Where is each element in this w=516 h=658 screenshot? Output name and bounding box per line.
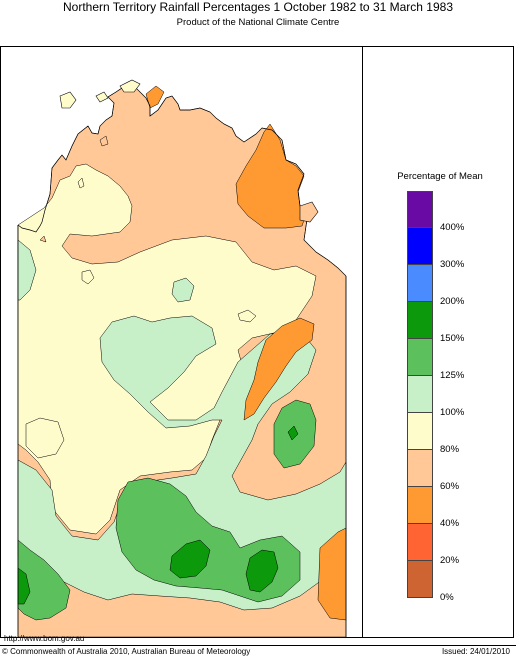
legend-swatch — [407, 228, 433, 265]
island-north — [59, 79, 141, 109]
legend-label: 60% — [440, 481, 460, 492]
legend-swatch — [407, 191, 433, 228]
legend-label: 80% — [440, 444, 460, 455]
footer-copyright: © Commonwealth of Australia 2010, Austra… — [2, 647, 251, 656]
legend-title: Percentage of Mean — [397, 171, 483, 182]
map-frame — [0, 46, 514, 638]
legend-swatch — [407, 450, 433, 487]
legend-label: 20% — [440, 555, 460, 566]
legend-swatch — [407, 561, 433, 598]
legend-label: 200% — [440, 296, 465, 307]
legend-swatch — [407, 302, 433, 339]
map-title: Northern Territory Rainfall Percentages … — [63, 0, 453, 14]
map-subtitle: Product of the National Climate Centre — [176, 17, 340, 28]
legend-label: 400% — [440, 222, 465, 233]
legend-swatch — [407, 413, 433, 450]
panel-divider — [362, 46, 363, 638]
legend-swatch — [407, 524, 433, 561]
footer-issued: Issued: 24/01/2010 — [441, 647, 510, 656]
legend-label: 40% — [440, 518, 460, 529]
legend-label: 150% — [440, 333, 465, 344]
land-below-60-region — [145, 85, 347, 621]
legend-label: 300% — [440, 259, 465, 270]
legend-label: 0% — [440, 592, 454, 603]
coastline — [17, 85, 347, 277]
land-125-150-region — [17, 399, 317, 621]
legend-swatch — [407, 487, 433, 524]
land-80-100-holes — [25, 269, 257, 459]
land-80-100-island — [77, 177, 85, 189]
legend-label: 100% — [440, 407, 465, 418]
land-60-80-island — [39, 135, 109, 243]
legend-label: 125% — [440, 370, 465, 381]
land-150-200-region — [17, 425, 299, 605]
legend-swatch — [407, 376, 433, 413]
rainfall-map — [17, 79, 347, 637]
legend-swatch — [407, 265, 433, 302]
island-groote — [299, 201, 319, 223]
footer-divider — [0, 645, 516, 646]
footer-url[interactable]: http://www.bom.gov.au — [4, 634, 85, 643]
state-border — [17, 225, 347, 637]
land-100-125-hole — [171, 277, 195, 303]
legend-swatch — [407, 339, 433, 376]
